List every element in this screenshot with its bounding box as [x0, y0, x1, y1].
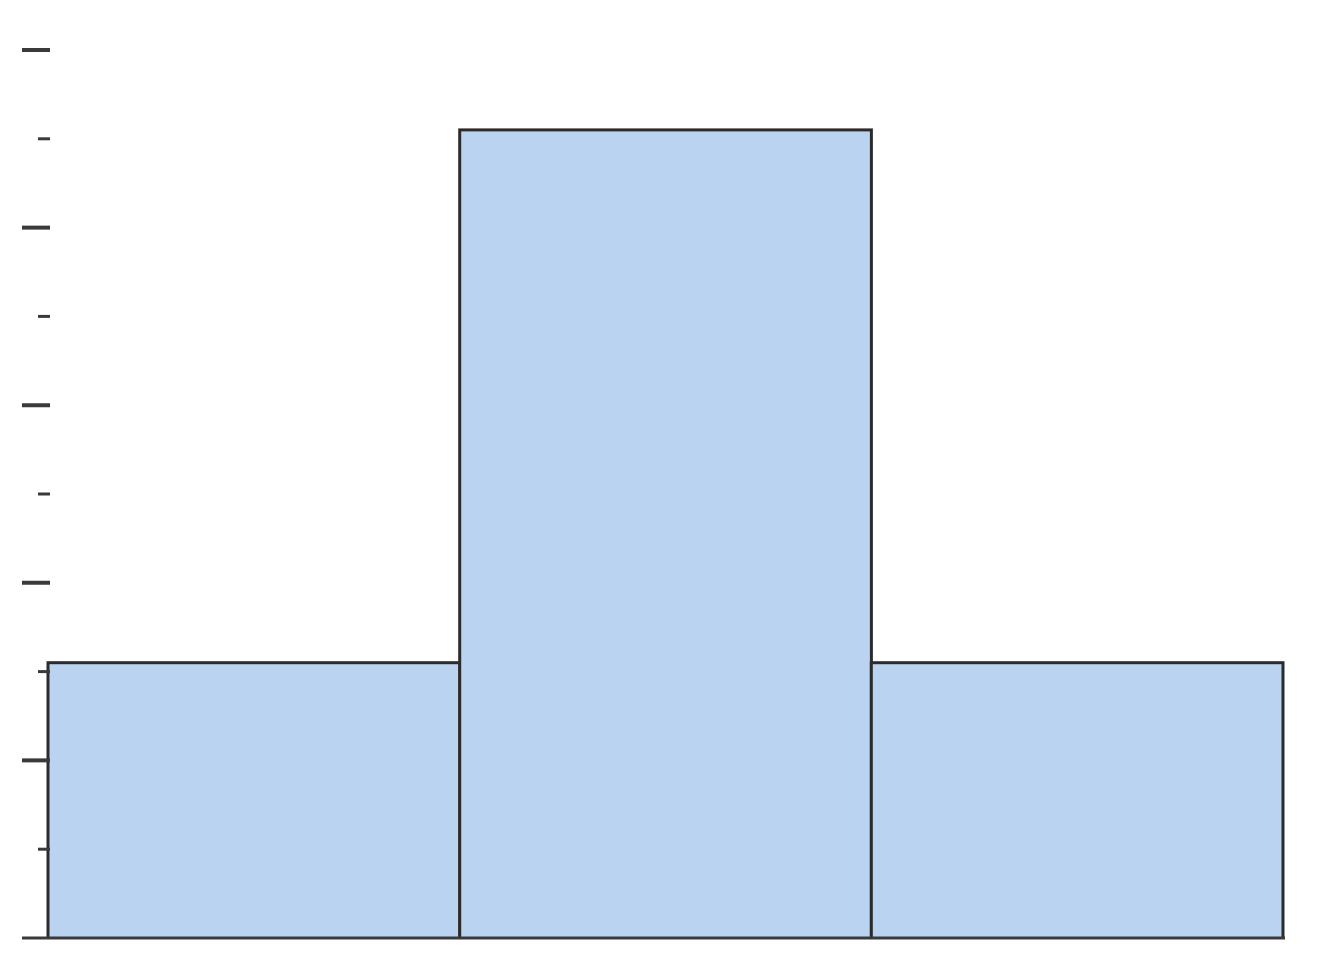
y-axis	[22, 48, 1285, 940]
bars-layer	[46, 128, 1285, 940]
bar-3	[869, 661, 1285, 940]
bar-2	[458, 128, 873, 940]
bar-1	[46, 661, 462, 940]
